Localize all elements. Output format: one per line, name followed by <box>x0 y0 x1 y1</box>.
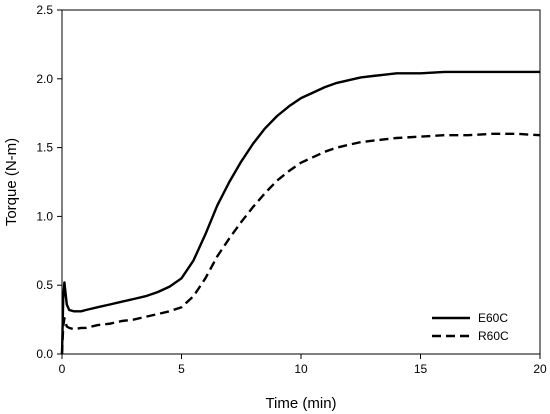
x-tick-label: 0 <box>59 362 66 376</box>
y-tick-label: 0.0 <box>36 347 53 361</box>
series-line-r60c <box>60 132 541 355</box>
legend-label: R60C <box>478 329 509 343</box>
y-tick-label: 1.5 <box>36 141 53 155</box>
y-axis: 0.0 0.5 1.0 1.5 2.0 2.5 <box>36 3 62 361</box>
x-axis-title: Time (min) <box>265 395 336 412</box>
y-tick-label: 0.5 <box>36 278 53 292</box>
x-tick-label: 15 <box>414 362 428 376</box>
legend: E60C R60C <box>432 311 509 343</box>
x-tick-label: 5 <box>178 362 185 376</box>
plot-lines <box>60 70 541 355</box>
x-tick-label: 10 <box>294 362 308 376</box>
y-tick-label: 1.0 <box>36 209 53 223</box>
x-axis: 0 5 10 15 20 <box>59 354 547 376</box>
y-tick-label: 2.5 <box>36 3 53 17</box>
x-tick-label: 20 <box>533 362 547 376</box>
legend-label: E60C <box>478 311 508 325</box>
series-line-e60c <box>60 70 540 355</box>
y-axis-title: Torque (N-m) <box>3 138 20 226</box>
y-tick-label: 2.0 <box>36 72 53 86</box>
